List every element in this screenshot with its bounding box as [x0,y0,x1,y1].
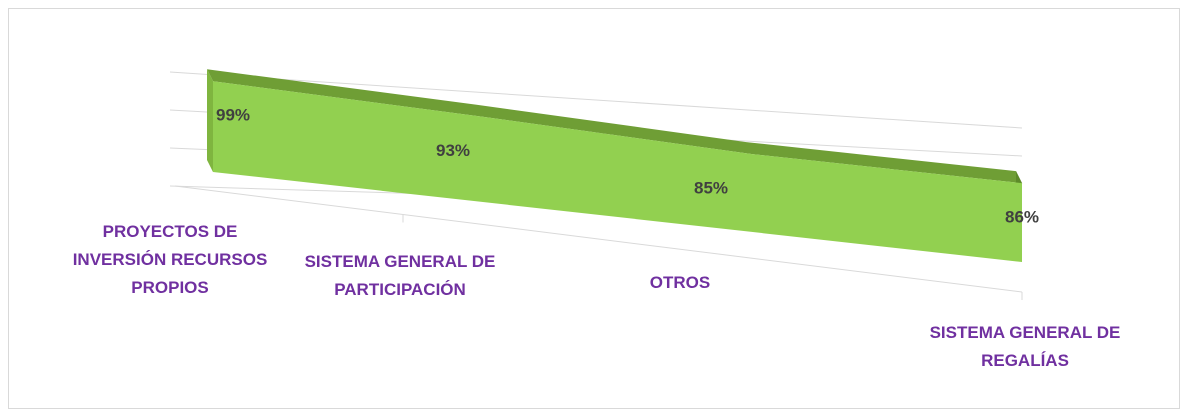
grid-line [169,71,1023,129]
x-tick-label: OTROS [649,273,711,292]
area-left [207,69,213,172]
area-top [207,69,1022,184]
data-label: 99% [216,106,250,125]
data-label: 86% [1005,208,1039,227]
x-axis [174,185,1023,293]
x-tick-label: SISTEMA GENERAL DE PARTICIPACIÓN [304,252,496,299]
data-label: 93% [436,141,470,160]
data-label: 85% [694,179,728,198]
x-tick-label: PROYECTOS DE INVERSIÓN RECURSOS PROPIOS [72,222,268,297]
area-front [213,81,1022,262]
x-tick-label: SISTEMA GENERAL DE REGALÍAS [929,323,1121,370]
